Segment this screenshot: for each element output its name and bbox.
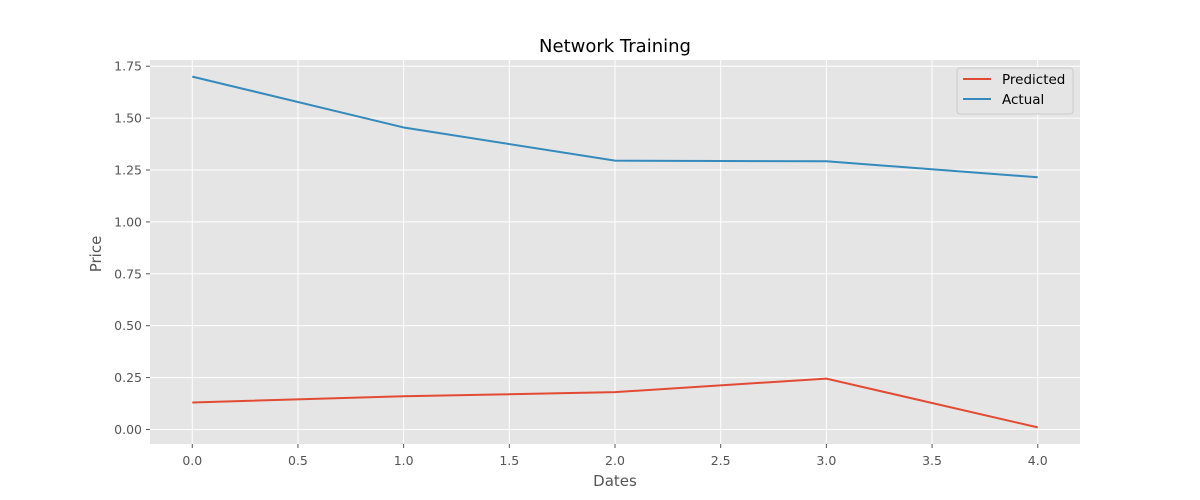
x-tick-label: 2.5	[711, 453, 731, 468]
grid	[150, 60, 1080, 444]
x-tick-label: 1.0	[394, 453, 414, 468]
y-axis-label: Price	[87, 236, 105, 273]
series-line-predicted	[192, 377, 1038, 429]
y-tick-label: 1.50	[114, 111, 142, 126]
x-axis-label: Dates	[593, 472, 637, 490]
x-tick-label: 0.0	[182, 453, 202, 468]
y-tick-label: 1.75	[114, 59, 142, 74]
legend-label-predicted: Predicted	[1002, 72, 1065, 88]
x-tick-label: 3.5	[922, 453, 942, 468]
y-tick-label: 0.25	[114, 370, 142, 385]
legend-label-actual: Actual	[1002, 92, 1044, 108]
series-lines	[192, 75, 1038, 429]
y-tick-label: 0.00	[114, 422, 142, 437]
x-tick-label: 2.0	[605, 453, 625, 468]
x-tick-label: 0.5	[288, 453, 308, 468]
chart-title: Network Training	[539, 36, 691, 57]
legend: Predicted Actual	[956, 67, 1074, 115]
y-tick-label: 1.25	[114, 163, 142, 178]
series-line-actual	[192, 75, 1038, 179]
x-tick-label: 4.0	[1028, 453, 1048, 468]
y-tick-label: 0.75	[114, 266, 142, 281]
x-tick-label: 1.5	[499, 453, 519, 468]
ticks: 0.0 0.5 1.0 1.5 2.0 2.5 3.0 3.5 4.0 0.00 0.25 0.50 0…	[114, 59, 1048, 468]
y-tick-label: 1.00	[114, 214, 142, 229]
x-tick-label: 3.0	[816, 453, 836, 468]
y-tick-label: 0.50	[114, 318, 142, 333]
